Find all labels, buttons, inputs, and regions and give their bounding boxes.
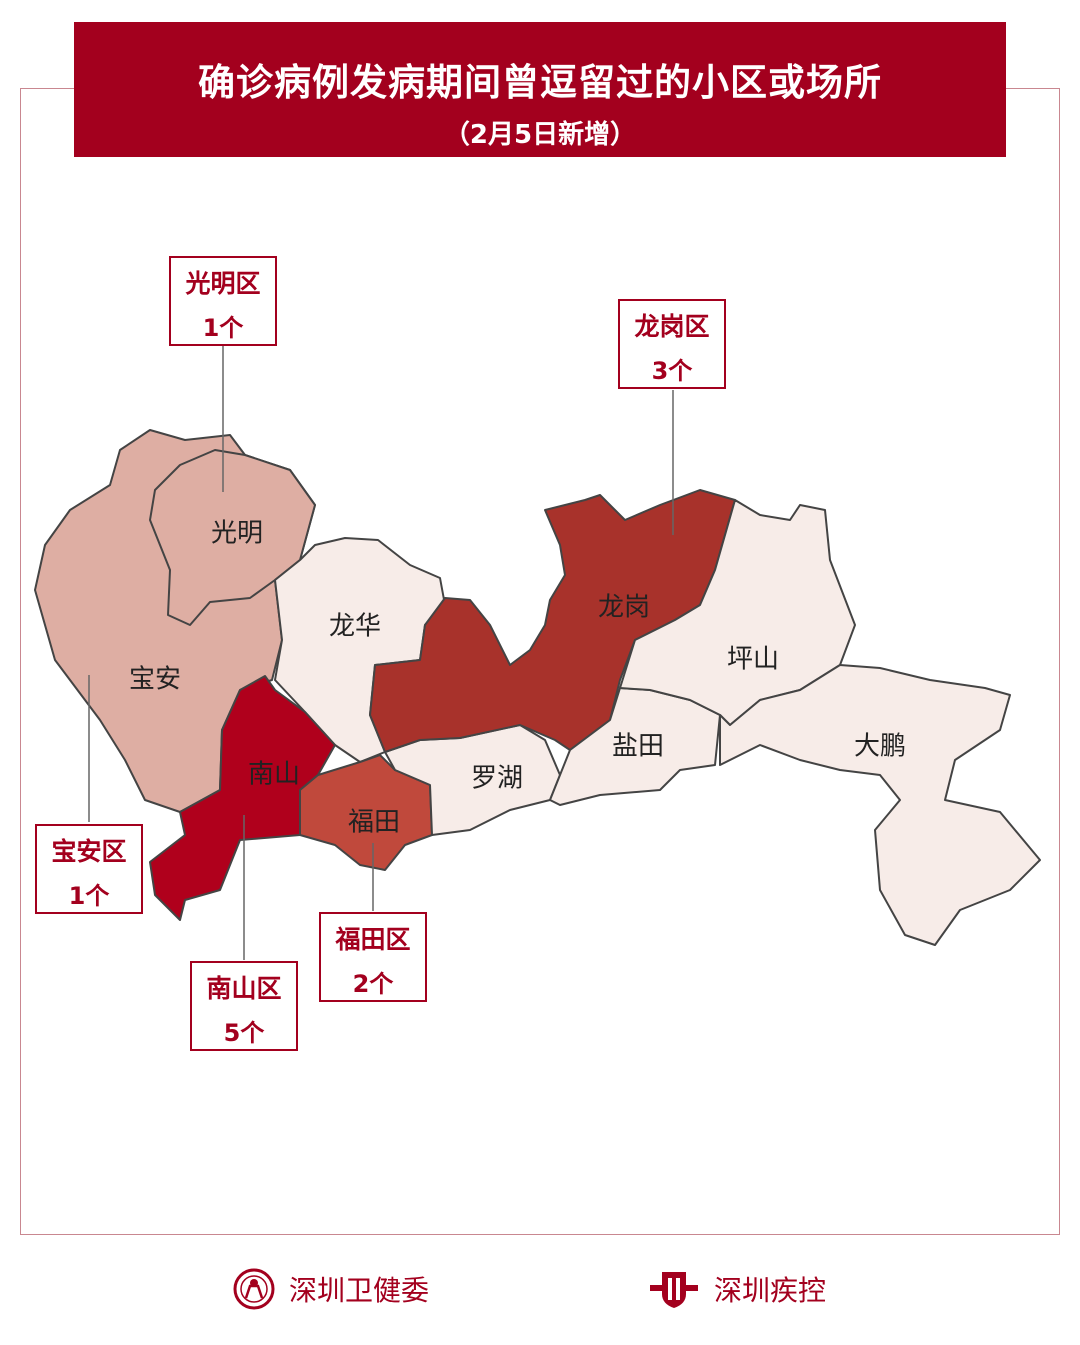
callout-name: 南山区 [206,974,282,1003]
district-label-luohu: 罗湖 [470,763,524,794]
district-futian[interactable] [299,754,433,871]
district-dapeng[interactable] [719,664,1041,946]
callout-count: 2个 [352,970,394,998]
callout-nanshan: 南山区 5个 [190,961,298,1051]
callout-guangming: 光明区 1个 [169,256,277,346]
district-label-yantian: 盐田 [611,731,665,762]
district-label-longhua: 龙华 [328,611,382,642]
health-commission-emblem-icon [233,1268,275,1310]
district-label-dapeng: 大鹏 [853,731,907,762]
footer-health-commission: 深圳卫健委 [233,1268,429,1310]
footer-left-org: 深圳卫健委 [289,1274,430,1307]
page-subtitle: （2月5日新增） [443,120,637,150]
district-guangming[interactable] [149,449,316,626]
callout-name: 宝安区 [51,837,127,866]
district-label-baoan: 宝安 [128,664,182,695]
callout-count: 1个 [68,882,110,910]
cdc-logo-icon [650,1272,698,1308]
callout-name: 光明区 [185,269,261,298]
footer-cdc: 深圳疾控 [648,1268,826,1310]
callout-count: 5个 [223,1019,265,1047]
district-label-futian: 福田 [347,807,401,838]
callout-baoan: 宝安区 1个 [35,824,143,914]
callout-count: 1个 [202,314,244,342]
district-label-guangming: 光明 [210,518,264,549]
footer-right-org: 深圳疾控 [714,1274,827,1307]
district-label-pingshan: 坪山 [726,644,780,675]
callout-name: 龙岗区 [634,312,710,341]
district-nanshan[interactable] [149,675,336,921]
title-banner: 确诊病例发病期间曾逗留过的小区或场所 （2月5日新增） [74,22,1006,157]
callout-longgang: 龙岗区 3个 [618,299,726,389]
district-label-longgang: 龙岗 [597,592,651,623]
callout-name: 福田区 [335,925,411,954]
district-label-nanshan: 南山 [247,759,301,790]
callout-futian: 福田区 2个 [319,912,427,1002]
callout-count: 3个 [651,357,693,385]
district-longgang[interactable] [369,489,736,753]
page-title: 确诊病例发病期间曾逗留过的小区或场所 [198,61,882,104]
